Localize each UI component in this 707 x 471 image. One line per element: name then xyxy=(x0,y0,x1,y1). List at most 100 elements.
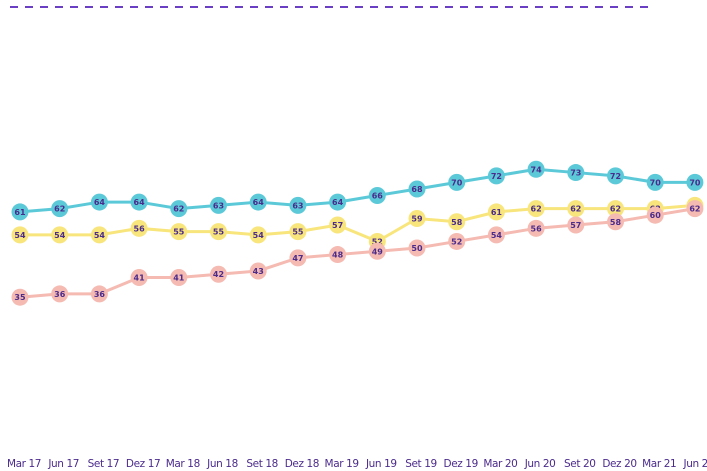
point xyxy=(90,285,108,303)
point xyxy=(11,288,29,306)
point xyxy=(130,219,148,237)
data-label: 64 xyxy=(332,198,344,207)
data-label: 74 xyxy=(531,165,543,174)
data-label: 62 xyxy=(173,205,184,214)
point xyxy=(487,167,505,185)
x-tick-label: Jun 20 xyxy=(524,458,556,470)
data-label: 54 xyxy=(491,231,503,240)
data-label: 72 xyxy=(610,172,621,181)
point xyxy=(686,200,704,218)
x-tick-label: Jun 17 xyxy=(47,458,79,470)
x-tick-label: Mar 21 xyxy=(642,458,676,470)
point xyxy=(210,196,227,214)
point xyxy=(170,200,188,218)
point xyxy=(607,167,624,185)
point xyxy=(329,216,347,234)
x-tick-label: Mar 20 xyxy=(483,458,517,470)
x-tick-label: Dez 19 xyxy=(444,458,478,470)
point xyxy=(487,203,505,221)
data-label: 61 xyxy=(491,208,503,217)
point xyxy=(408,209,426,227)
point xyxy=(289,223,307,241)
data-label: 64 xyxy=(134,198,146,207)
data-label: 58 xyxy=(610,218,622,227)
data-label: 58 xyxy=(451,218,463,227)
data-label: 36 xyxy=(94,290,106,299)
point xyxy=(51,200,69,218)
point xyxy=(527,200,545,218)
x-tick-label: Dez 18 xyxy=(285,458,319,470)
data-label: 63 xyxy=(213,201,224,210)
data-label: 57 xyxy=(332,221,343,230)
data-label: 48 xyxy=(332,251,344,260)
data-label: 47 xyxy=(292,254,303,263)
point xyxy=(249,262,267,280)
data-label: 62 xyxy=(610,205,621,214)
x-tick-label: Set 18 xyxy=(246,458,278,470)
data-label: 42 xyxy=(213,270,224,279)
data-label: 41 xyxy=(134,274,146,283)
point xyxy=(249,193,267,211)
x-tick-label: Jun 21 xyxy=(683,458,707,470)
point xyxy=(607,213,624,231)
data-label: 70 xyxy=(451,178,463,187)
x-tick-label: Mar 19 xyxy=(325,458,359,470)
data-label: 41 xyxy=(173,274,185,283)
x-tick-label: Mar 18 xyxy=(166,458,200,470)
point xyxy=(11,226,29,244)
point xyxy=(686,173,704,191)
data-label: 54 xyxy=(54,231,66,240)
x-tick-label: Dez 17 xyxy=(126,458,160,470)
data-label: 57 xyxy=(570,221,581,230)
data-label: 43 xyxy=(253,267,264,276)
point xyxy=(210,223,227,241)
point xyxy=(567,164,585,182)
point xyxy=(11,203,29,221)
point xyxy=(90,226,108,244)
x-tick-label: Mar 17 xyxy=(7,458,41,470)
data-label: 68 xyxy=(411,185,423,194)
data-label: 54 xyxy=(14,231,26,240)
data-label: 36 xyxy=(54,290,66,299)
point xyxy=(487,226,505,244)
point xyxy=(567,216,585,234)
data-label: 59 xyxy=(411,214,423,223)
data-label: 64 xyxy=(253,198,265,207)
x-tick-label: Dez 20 xyxy=(602,458,636,470)
point xyxy=(368,242,386,260)
point xyxy=(448,173,466,191)
data-label: 70 xyxy=(689,178,701,187)
data-label: 62 xyxy=(689,205,700,214)
data-label: 52 xyxy=(451,237,462,246)
point xyxy=(210,265,227,283)
data-label: 56 xyxy=(134,224,146,233)
data-label: 61 xyxy=(14,208,26,217)
x-tick-label: Set 20 xyxy=(564,458,596,470)
point xyxy=(249,226,267,244)
x-tick-label: Jun 18 xyxy=(206,458,238,470)
point xyxy=(408,180,426,198)
data-label: 70 xyxy=(650,178,662,187)
data-label: 54 xyxy=(94,231,106,240)
point xyxy=(130,269,148,287)
data-label: 55 xyxy=(292,228,304,237)
data-label: 50 xyxy=(411,244,423,253)
point xyxy=(170,269,188,287)
point xyxy=(527,160,545,178)
data-label: 55 xyxy=(213,228,225,237)
data-label: 72 xyxy=(491,172,502,181)
data-label: 60 xyxy=(650,211,662,220)
data-label: 62 xyxy=(570,205,581,214)
point xyxy=(289,196,307,214)
point xyxy=(646,173,664,191)
x-tick-label: Jun 19 xyxy=(365,458,397,470)
x-tick-label: Set 19 xyxy=(405,458,437,470)
point xyxy=(646,206,664,224)
x-tick-label: Set 17 xyxy=(88,458,120,470)
point xyxy=(289,249,307,267)
series-line xyxy=(19,207,696,299)
data-label: 35 xyxy=(14,293,26,302)
data-label: 63 xyxy=(292,201,303,210)
point xyxy=(329,246,347,264)
data-label: 62 xyxy=(54,205,65,214)
